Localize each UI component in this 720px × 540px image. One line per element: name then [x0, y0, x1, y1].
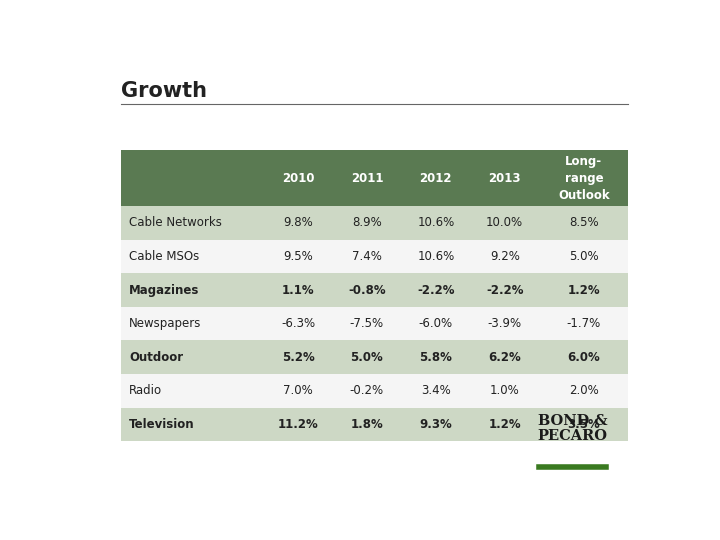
Text: 1.2%: 1.2%	[567, 284, 600, 296]
Text: 9.3%: 9.3%	[420, 418, 452, 431]
Bar	[333, 307, 401, 340]
Bar	[264, 340, 333, 374]
Bar	[401, 408, 470, 441]
Text: 2012: 2012	[420, 172, 452, 185]
Bar	[539, 206, 629, 240]
Bar	[333, 206, 401, 240]
Bar	[264, 273, 333, 307]
Text: 1.8%: 1.8%	[351, 418, 383, 431]
Bar	[401, 307, 470, 340]
Text: Television: Television	[130, 418, 195, 431]
Text: Magazines: Magazines	[130, 284, 199, 296]
Bar	[470, 240, 539, 273]
Bar	[470, 150, 539, 206]
Bar	[264, 150, 333, 206]
Bar	[470, 273, 539, 307]
Bar	[470, 408, 539, 441]
Text: Cable Networks: Cable Networks	[130, 217, 222, 230]
Bar	[121, 273, 264, 307]
Text: 1.2%: 1.2%	[488, 418, 521, 431]
Text: 9.5%: 9.5%	[283, 250, 313, 263]
Text: Growth: Growth	[121, 82, 207, 102]
Bar	[401, 150, 470, 206]
Text: -6.0%: -6.0%	[419, 317, 453, 330]
Text: 9.2%: 9.2%	[490, 250, 520, 263]
Text: Cable MSOs: Cable MSOs	[130, 250, 199, 263]
Text: 2.0%: 2.0%	[569, 384, 599, 397]
Bar	[539, 150, 629, 206]
Text: 7.4%: 7.4%	[352, 250, 382, 263]
Text: 3.5%: 3.5%	[567, 418, 600, 431]
Text: 11.2%: 11.2%	[278, 418, 318, 431]
Text: 1.1%: 1.1%	[282, 284, 315, 296]
Text: Outdoor: Outdoor	[130, 350, 184, 364]
Bar	[121, 374, 264, 408]
Text: -0.2%: -0.2%	[350, 384, 384, 397]
Bar	[333, 273, 401, 307]
Bar	[264, 240, 333, 273]
Bar	[333, 150, 401, 206]
Bar	[121, 150, 264, 206]
Text: 6.2%: 6.2%	[488, 350, 521, 364]
Text: 5.8%: 5.8%	[419, 350, 452, 364]
Bar	[401, 240, 470, 273]
Bar	[401, 206, 470, 240]
Bar	[539, 408, 629, 441]
Text: Radio: Radio	[130, 384, 163, 397]
Bar	[333, 240, 401, 273]
Text: 8.5%: 8.5%	[569, 217, 598, 230]
Text: 3.4%: 3.4%	[421, 384, 451, 397]
Bar	[539, 273, 629, 307]
Text: 10.0%: 10.0%	[486, 217, 523, 230]
Text: Newspapers: Newspapers	[130, 317, 202, 330]
Text: -3.9%: -3.9%	[487, 317, 522, 330]
Bar	[264, 374, 333, 408]
Text: Long-
range
Outlook: Long- range Outlook	[558, 154, 610, 201]
Bar	[121, 340, 264, 374]
Bar	[401, 273, 470, 307]
Text: 1.0%: 1.0%	[490, 384, 520, 397]
Bar	[121, 206, 264, 240]
Text: 9.8%: 9.8%	[283, 217, 313, 230]
Bar	[470, 307, 539, 340]
Text: -2.2%: -2.2%	[417, 284, 454, 296]
Text: 5.2%: 5.2%	[282, 350, 315, 364]
Text: 2013: 2013	[488, 172, 521, 185]
Text: -0.8%: -0.8%	[348, 284, 386, 296]
Text: 5.0%: 5.0%	[351, 350, 383, 364]
Bar	[470, 374, 539, 408]
Text: 8.9%: 8.9%	[352, 217, 382, 230]
Text: 7.0%: 7.0%	[283, 384, 313, 397]
Bar	[539, 307, 629, 340]
Text: 2011: 2011	[351, 172, 383, 185]
Bar	[264, 206, 333, 240]
Bar	[539, 240, 629, 273]
Bar	[121, 408, 264, 441]
Bar	[333, 408, 401, 441]
Bar	[264, 408, 333, 441]
Text: -2.2%: -2.2%	[486, 284, 523, 296]
Text: 10.6%: 10.6%	[417, 217, 454, 230]
Bar	[470, 340, 539, 374]
Text: BOND &
PECARO: BOND & PECARO	[538, 414, 608, 443]
Bar	[539, 374, 629, 408]
Bar	[121, 307, 264, 340]
Text: 2010: 2010	[282, 172, 315, 185]
Text: 10.6%: 10.6%	[417, 250, 454, 263]
Bar	[539, 340, 629, 374]
Bar	[121, 240, 264, 273]
Text: 6.0%: 6.0%	[567, 350, 600, 364]
Bar	[333, 340, 401, 374]
Text: -7.5%: -7.5%	[350, 317, 384, 330]
Bar	[264, 307, 333, 340]
Text: 5.0%: 5.0%	[569, 250, 598, 263]
Bar	[401, 374, 470, 408]
Text: -1.7%: -1.7%	[567, 317, 601, 330]
Text: -6.3%: -6.3%	[281, 317, 315, 330]
Bar	[333, 374, 401, 408]
Bar	[401, 340, 470, 374]
Bar	[470, 206, 539, 240]
